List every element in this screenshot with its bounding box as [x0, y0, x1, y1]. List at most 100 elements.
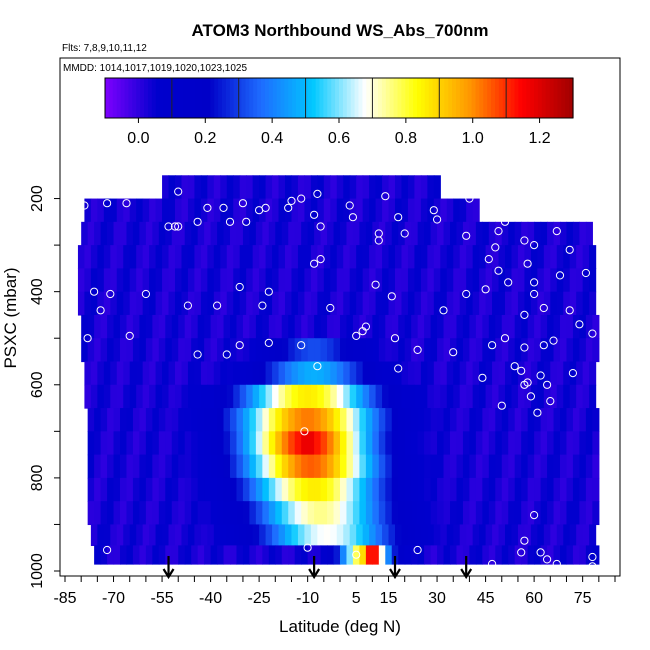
observation-point — [400, 229, 409, 238]
heatmap-cell — [472, 268, 480, 293]
heatmap-cell — [475, 545, 483, 565]
heatmap-cell — [572, 454, 581, 479]
heatmap-cell — [265, 384, 273, 409]
heatmap-cell — [187, 384, 196, 409]
heatmap-cell — [495, 454, 503, 479]
heatmap-cell — [236, 431, 244, 456]
heatmap-cell — [592, 501, 600, 526]
heatmap-cell — [534, 314, 542, 339]
heatmap-cell — [184, 221, 192, 246]
heatmap-cell — [407, 175, 416, 200]
heatmap-cell — [233, 198, 241, 223]
heatmap-cell — [576, 361, 584, 386]
heatmap-cell — [168, 245, 176, 269]
colorbar-segment — [405, 78, 410, 118]
heatmap-cell — [424, 431, 432, 456]
heatmap-cell — [142, 361, 150, 386]
heatmap-cell — [534, 454, 542, 479]
heatmap-cell — [152, 501, 160, 526]
heatmap-cell — [365, 408, 373, 432]
heatmap-cell — [388, 291, 396, 316]
heatmap-cell — [113, 545, 121, 565]
heatmap-cell — [158, 545, 166, 565]
heatmap-cell — [388, 384, 396, 409]
heatmap-cell — [194, 198, 202, 223]
heatmap-cell — [171, 477, 179, 502]
heatmap-cell — [187, 175, 196, 200]
heatmap-cell — [420, 524, 428, 546]
heatmap-cell — [420, 268, 428, 293]
heatmap-cell — [246, 198, 254, 223]
heatmap-cell — [547, 431, 555, 456]
heatmap-cell — [307, 501, 315, 526]
heatmap-cell — [401, 198, 409, 223]
heatmap-cell — [456, 501, 464, 526]
heatmap-cell — [430, 314, 438, 339]
heatmap-cell — [589, 291, 597, 316]
heatmap-cell — [262, 431, 270, 456]
heatmap-cell — [191, 221, 199, 246]
heatmap-cell — [285, 268, 293, 293]
colorbar-segment — [190, 78, 196, 118]
heatmap-cell — [560, 501, 568, 526]
heatmap-cell — [213, 175, 221, 200]
heatmap-cell — [495, 338, 503, 363]
heatmap-cell — [223, 338, 231, 363]
heatmap-cell — [126, 454, 134, 479]
observation-point — [536, 371, 545, 380]
heatmap-cell — [385, 221, 393, 246]
heatmap-cell — [275, 221, 283, 246]
heatmap-cell — [391, 314, 399, 339]
heatmap-cell — [268, 221, 276, 246]
heatmap-cell — [132, 221, 141, 246]
heatmap-cell — [550, 361, 558, 386]
observation-point — [520, 536, 529, 545]
heatmap-cell — [585, 408, 593, 432]
heatmap-cell — [175, 361, 183, 386]
heatmap-cell — [482, 477, 490, 502]
heatmap-cell — [139, 545, 147, 565]
heatmap-cell — [579, 408, 587, 432]
heatmap-cell — [514, 477, 522, 502]
heatmap-cell — [547, 408, 555, 432]
heatmap-cell — [589, 524, 597, 546]
heatmap-cell — [236, 221, 244, 246]
heatmap-cell — [255, 431, 263, 456]
colorbar-segment — [237, 78, 243, 118]
colorbar-tick-label: 1.0 — [462, 130, 484, 147]
heatmap-cell — [356, 384, 364, 409]
heatmap-cell — [178, 477, 186, 502]
heatmap-cell — [336, 198, 344, 223]
heatmap-cell — [527, 408, 535, 432]
heatmap-cell — [443, 314, 451, 339]
heatmap-cell — [540, 431, 548, 456]
heatmap-cell — [187, 198, 196, 223]
heatmap-cell — [275, 314, 283, 339]
heatmap-cell — [252, 384, 260, 409]
heatmap-cell — [294, 408, 302, 432]
heatmap-cell — [469, 501, 477, 526]
observation-point — [462, 231, 471, 240]
heatmap-cell — [165, 545, 173, 565]
heatmap-cell — [462, 545, 471, 565]
heatmap-cell — [417, 454, 425, 479]
observation-point — [174, 222, 183, 231]
heatmap-cell — [226, 524, 234, 546]
heatmap-cell — [424, 477, 432, 502]
heatmap-cell — [346, 338, 354, 363]
heatmap-cell — [242, 545, 251, 565]
heatmap-cell — [142, 291, 150, 316]
heatmap-cell — [236, 545, 244, 565]
heatmap-cell — [472, 198, 480, 223]
heatmap-cell — [162, 291, 170, 316]
heatmap-cell — [162, 361, 170, 386]
heatmap-cell — [566, 477, 574, 502]
colorbar-segment — [206, 78, 211, 118]
heatmap-cells — [77, 175, 600, 565]
heatmap-cell — [123, 291, 131, 316]
heatmap-cell — [236, 338, 244, 363]
heatmap-cell — [110, 198, 118, 223]
heatmap-cell — [233, 524, 241, 546]
heatmap-cell — [294, 314, 302, 339]
colorbar-segment — [144, 78, 149, 118]
